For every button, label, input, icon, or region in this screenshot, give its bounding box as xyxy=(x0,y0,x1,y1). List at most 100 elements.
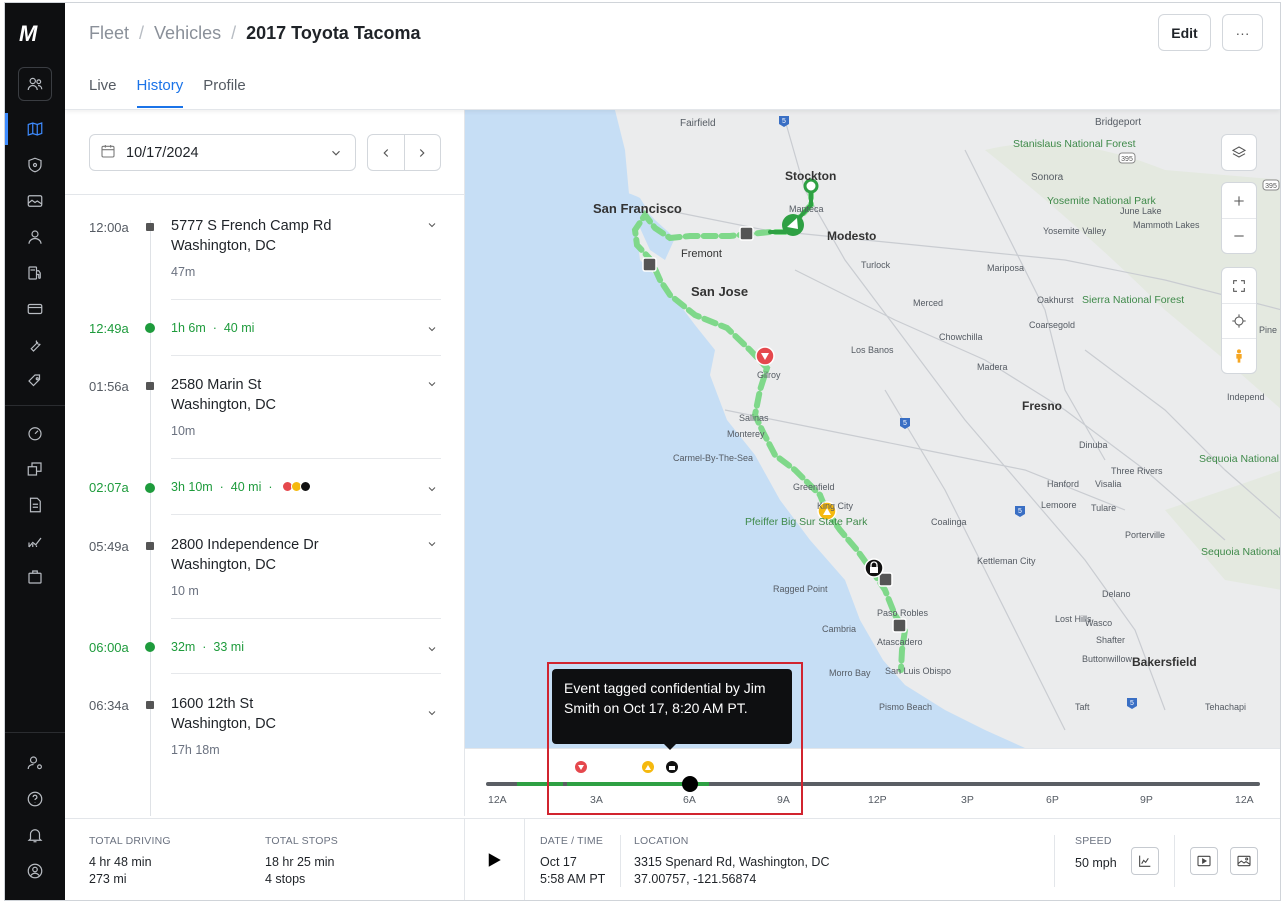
card-icon[interactable] xyxy=(23,297,47,321)
breadcrumb-separator: / xyxy=(139,23,145,43)
svg-text:Modesto: Modesto xyxy=(827,229,876,243)
svg-text:Delano: Delano xyxy=(1102,589,1131,599)
user-settings-icon[interactable] xyxy=(23,751,47,775)
fuel-icon[interactable] xyxy=(23,261,47,285)
chevron-down-icon[interactable] xyxy=(426,482,438,500)
stop-marker xyxy=(146,223,154,231)
stop-duration: 10m xyxy=(171,424,196,438)
tab-history[interactable]: History xyxy=(136,77,184,108)
document-icon[interactable] xyxy=(23,493,47,517)
speed-chart-button[interactable] xyxy=(1131,847,1159,875)
route-path[interactable] xyxy=(631,183,909,673)
breadcrumb-fleet[interactable]: Fleet xyxy=(89,23,130,43)
fullscreen-icon[interactable] xyxy=(1222,268,1256,303)
route-start-marker[interactable] xyxy=(803,178,819,194)
chevron-down-icon[interactable] xyxy=(426,218,438,236)
time-tick: 12P xyxy=(868,794,887,806)
profile-icon[interactable] xyxy=(23,859,47,883)
svg-text:Salinas: Salinas xyxy=(739,413,769,423)
chevron-down-icon[interactable] xyxy=(426,322,438,340)
stop-time: 12:00a xyxy=(89,220,129,235)
svg-text:Coalinga: Coalinga xyxy=(931,517,967,527)
shield-icon[interactable] xyxy=(23,153,47,177)
edit-button[interactable]: Edit xyxy=(1158,14,1211,51)
svg-text:Hanford: Hanford xyxy=(1047,479,1079,489)
street-view-icon[interactable] xyxy=(1222,338,1256,373)
svg-text:Pfeiffer Big Sur State Park: Pfeiffer Big Sur State Park xyxy=(745,516,868,528)
zoom-in-icon[interactable] xyxy=(1222,183,1256,218)
image-gallery-icon[interactable] xyxy=(23,189,47,213)
video-icon xyxy=(1197,855,1211,867)
panel-divider xyxy=(65,194,464,195)
bell-icon[interactable] xyxy=(23,823,47,847)
svg-text:Pine: Pine xyxy=(1259,325,1277,335)
timeline-track xyxy=(150,220,151,816)
svg-text:Merced: Merced xyxy=(913,298,943,308)
recenter-icon[interactable] xyxy=(1222,303,1256,338)
row-divider xyxy=(171,355,441,356)
chevron-down-icon[interactable] xyxy=(426,377,438,395)
scrubber-track xyxy=(486,761,1260,792)
scrubber-handle[interactable] xyxy=(682,776,698,792)
analytics-icon[interactable] xyxy=(23,529,47,553)
play-icon xyxy=(488,853,501,867)
map-icon[interactable] xyxy=(23,117,47,141)
svg-text:Three Rivers: Three Rivers xyxy=(1111,466,1163,476)
zoom-out-icon[interactable] xyxy=(1222,218,1256,253)
svg-text:Madera: Madera xyxy=(977,362,1008,372)
wrench-icon[interactable] xyxy=(23,333,47,357)
svg-text:Atascadero: Atascadero xyxy=(877,637,923,647)
stop-time: 05:49a xyxy=(89,539,129,554)
active-indicator xyxy=(5,113,8,145)
date-pager xyxy=(367,134,441,171)
svg-text:Greenfield: Greenfield xyxy=(793,482,835,492)
svg-text:Sonora: Sonora xyxy=(1031,172,1064,183)
next-day-button[interactable] xyxy=(405,135,441,170)
stop-markers[interactable] xyxy=(642,226,907,633)
drive-summary: 32m · 33 mi xyxy=(171,640,244,654)
layers-icon[interactable] xyxy=(1222,135,1256,170)
play-button[interactable] xyxy=(485,851,503,874)
timeline-scrubber[interactable]: 12A 3A 6A 9A 12P 3P 6P 9P 12A xyxy=(465,748,1280,818)
users-icon[interactable] xyxy=(23,72,47,96)
time-tick: 12A xyxy=(1235,794,1254,806)
chevron-down-icon[interactable] xyxy=(426,642,438,660)
tab-profile[interactable]: Profile xyxy=(203,77,246,94)
svg-text:Gilroy: Gilroy xyxy=(757,370,781,380)
tab-live[interactable]: Live xyxy=(89,77,117,94)
driver-icon[interactable] xyxy=(23,225,47,249)
stop-duration: 10 m xyxy=(171,584,199,598)
date-picker[interactable]: 10/17/2024 xyxy=(89,134,356,171)
breadcrumb: Fleet / Vehicles / 2017 Toyota Tacoma xyxy=(89,23,421,44)
speed-label: SPEED xyxy=(1075,835,1112,847)
tag-icon[interactable] xyxy=(23,369,47,393)
svg-text:Yosemite National Park: Yosemite National Park xyxy=(1047,195,1157,207)
drive-event-icons[interactable] xyxy=(282,481,311,492)
image-button[interactable] xyxy=(1230,847,1258,875)
account-switcher[interactable] xyxy=(18,67,52,101)
chevron-down-icon[interactable] xyxy=(426,537,438,555)
svg-text:Carmel-By-The-Sea: Carmel-By-The-Sea xyxy=(673,453,753,463)
help-icon[interactable] xyxy=(23,787,47,811)
windows-icon[interactable] xyxy=(23,457,47,481)
svg-text:Tehachapi: Tehachapi xyxy=(1205,702,1246,712)
bag-icon[interactable] xyxy=(23,565,47,589)
svg-text:Fremont: Fremont xyxy=(681,248,722,260)
svg-text:Lost Hills: Lost Hills xyxy=(1055,614,1092,624)
stop-time: 06:34a xyxy=(89,698,129,713)
svg-text:June Lake: June Lake xyxy=(1120,206,1162,216)
row-divider xyxy=(171,458,441,459)
more-options-button[interactable]: ··· xyxy=(1222,14,1263,51)
chevron-down-icon[interactable] xyxy=(426,706,438,724)
breadcrumb-vehicles[interactable]: Vehicles xyxy=(154,23,222,43)
route-map[interactable]: 5 395 395 5 5 5 Fairfield Bridgeport Sta… xyxy=(465,110,1280,748)
svg-text:Stockton: Stockton xyxy=(785,169,836,183)
svg-text:5: 5 xyxy=(1018,508,1022,515)
datetime-value: Oct 17 5:58 AM PT xyxy=(540,855,606,886)
speedometer-icon[interactable] xyxy=(23,421,47,445)
video-button[interactable] xyxy=(1190,847,1218,875)
brand-logo[interactable]: M xyxy=(19,21,37,46)
time-tick: 6A xyxy=(683,794,696,806)
previous-day-button[interactable] xyxy=(368,135,405,170)
map-canvas: 5 395 395 5 5 5 Fairfield Bridgeport Sta… xyxy=(465,110,1280,748)
